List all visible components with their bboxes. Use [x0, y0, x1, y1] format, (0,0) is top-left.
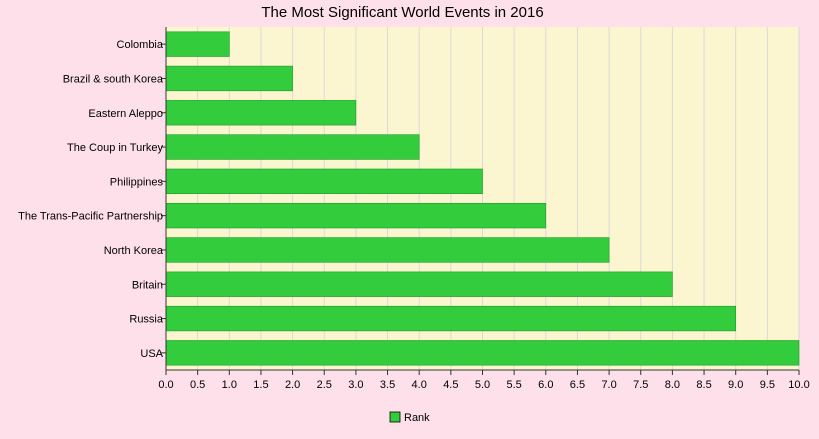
x-tick-label: 10.0 [788, 379, 809, 391]
x-tick-label: 0.5 [190, 379, 205, 391]
bar[interactable] [165, 237, 610, 263]
y-tick-label: Philippines [110, 176, 164, 188]
x-tick-label: 1.0 [222, 379, 237, 391]
y-tick-label: The Trans-Pacific Partnership [18, 211, 163, 223]
x-tick-label: 7.0 [601, 379, 616, 391]
x-tick-label: 1.5 [253, 379, 268, 391]
x-tick-label: 4.0 [412, 379, 427, 391]
x-tick-label: 9.5 [760, 379, 775, 391]
bar[interactable] [165, 340, 800, 366]
legend-label[interactable]: Rank [404, 412, 430, 424]
x-tick-label: 6.0 [538, 379, 553, 391]
x-tick-label: 8.0 [665, 379, 680, 391]
x-tick-label: 7.5 [633, 379, 648, 391]
bar[interactable] [165, 134, 420, 160]
x-tick-label: 3.0 [348, 379, 363, 391]
y-tick-label: The Coup in Turkey [67, 142, 163, 154]
x-tick-label: 0.0 [158, 379, 173, 391]
bar[interactable] [165, 203, 547, 229]
y-tick-label: Britain [132, 279, 163, 291]
x-tick-label: 5.5 [507, 379, 522, 391]
x-tick-label: 9.0 [728, 379, 743, 391]
y-tick-label: Eastern Aleppo [88, 108, 163, 120]
x-tick-label: 6.5 [570, 379, 585, 391]
bar[interactable] [165, 31, 230, 57]
bar[interactable] [165, 168, 483, 194]
bar[interactable] [165, 271, 673, 297]
legend-swatch[interactable] [389, 411, 401, 423]
bars [165, 31, 800, 366]
x-tick-label: 2.0 [285, 379, 300, 391]
x-tick-label: 5.0 [475, 379, 490, 391]
x-tick-label: 8.5 [696, 379, 711, 391]
y-tick-label: North Korea [104, 245, 164, 257]
y-tick-label: Colombia [117, 39, 164, 51]
x-tick-label: 4.5 [443, 379, 458, 391]
x-tick-label: 3.5 [380, 379, 395, 391]
bar[interactable] [165, 65, 293, 92]
bar[interactable] [165, 100, 357, 126]
y-tick-label: Brazil & south Korea [63, 73, 164, 85]
y-tick-label: Russia [129, 314, 164, 326]
axes: 0.0 0.5 1.0 1.5 2.0 2.5 3.0 3.5 4.0 4.5 5.0 5.5 6.0 6… [18, 27, 810, 391]
chart-title: The Most Significant World Events in 201… [261, 4, 543, 21]
y-tick-label: USA [140, 348, 163, 360]
legend[interactable]: Rank [389, 411, 430, 424]
bar[interactable] [165, 305, 737, 332]
x-tick-label: 2.5 [317, 379, 332, 391]
